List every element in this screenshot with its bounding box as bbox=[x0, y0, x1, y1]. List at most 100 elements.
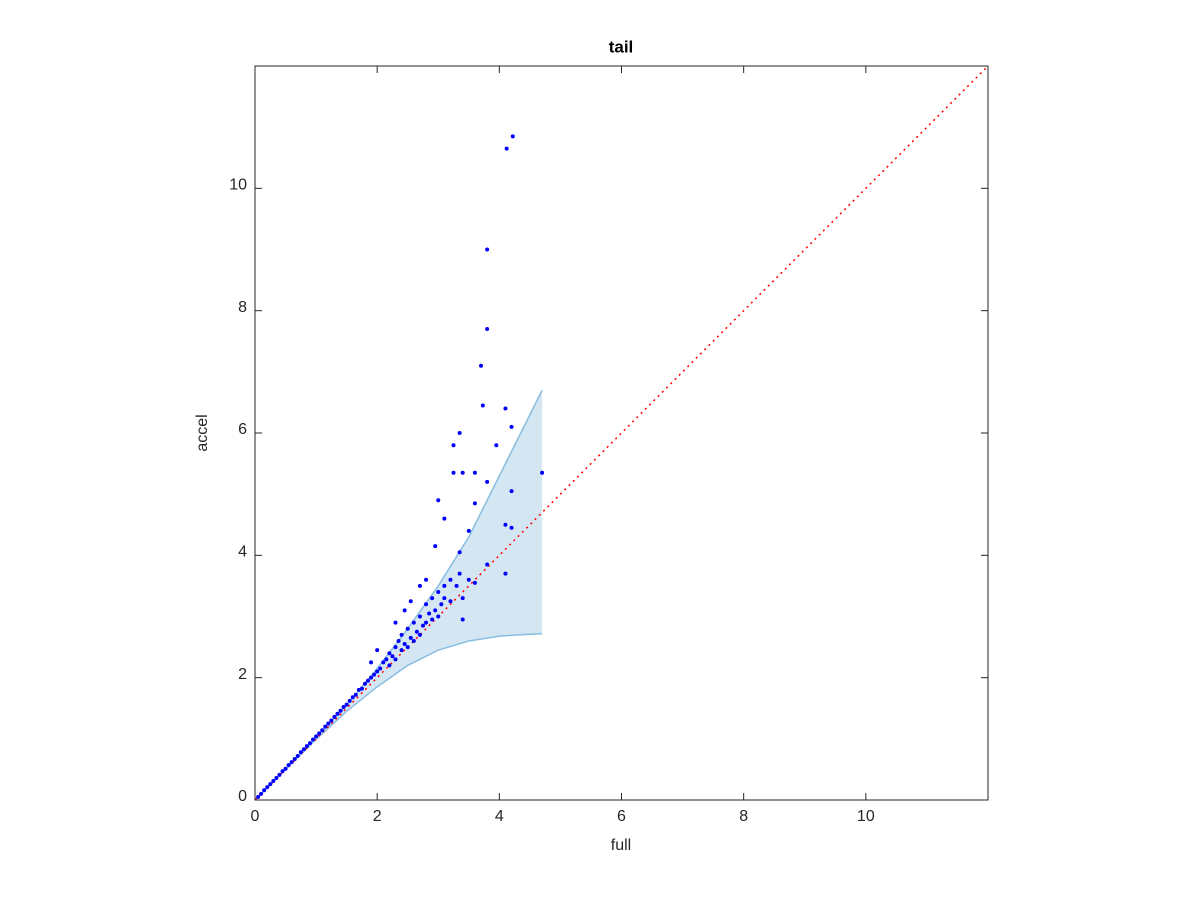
point bbox=[402, 642, 407, 647]
point bbox=[366, 678, 371, 683]
point bbox=[436, 498, 441, 503]
x-tick-label: 0 bbox=[251, 808, 260, 825]
point bbox=[265, 785, 270, 790]
point bbox=[405, 645, 410, 650]
point bbox=[414, 629, 419, 634]
point bbox=[436, 590, 441, 595]
point bbox=[430, 596, 435, 601]
band-lower bbox=[254, 632, 543, 801]
point bbox=[411, 620, 416, 625]
point bbox=[317, 731, 322, 736]
point bbox=[430, 617, 435, 622]
point bbox=[460, 596, 465, 601]
point bbox=[271, 779, 276, 784]
point bbox=[424, 620, 429, 625]
point bbox=[344, 702, 349, 707]
y-tick-label: 10 bbox=[229, 177, 247, 194]
chart-title: tail bbox=[609, 37, 634, 56]
point bbox=[323, 724, 328, 729]
point bbox=[314, 734, 319, 739]
point bbox=[472, 580, 477, 585]
y-tick-label: 8 bbox=[238, 299, 247, 316]
point bbox=[485, 327, 490, 332]
point bbox=[280, 769, 285, 774]
point bbox=[390, 654, 395, 659]
point bbox=[384, 657, 389, 662]
point bbox=[509, 489, 514, 494]
point bbox=[540, 470, 545, 475]
point bbox=[332, 714, 337, 719]
point bbox=[472, 501, 477, 506]
point bbox=[283, 766, 288, 771]
point bbox=[362, 681, 367, 686]
point bbox=[485, 479, 490, 484]
point bbox=[510, 134, 515, 139]
point bbox=[460, 470, 465, 475]
point bbox=[289, 760, 294, 765]
point bbox=[335, 711, 340, 716]
point bbox=[350, 695, 355, 700]
point bbox=[347, 698, 352, 703]
point bbox=[417, 614, 422, 619]
point bbox=[341, 705, 346, 710]
x-tick-label: 4 bbox=[495, 808, 504, 825]
point bbox=[442, 516, 447, 521]
point bbox=[417, 632, 422, 637]
point bbox=[359, 686, 364, 691]
point bbox=[304, 744, 309, 749]
point bbox=[298, 750, 303, 755]
x-tick-label: 2 bbox=[373, 808, 382, 825]
y-tick-label: 2 bbox=[238, 666, 247, 683]
point bbox=[259, 791, 264, 796]
point bbox=[393, 657, 398, 662]
point bbox=[466, 577, 471, 582]
point bbox=[295, 753, 300, 758]
point bbox=[451, 443, 456, 448]
point bbox=[277, 772, 282, 777]
point bbox=[356, 687, 361, 692]
point bbox=[311, 737, 316, 742]
point bbox=[424, 602, 429, 607]
point bbox=[399, 648, 404, 653]
band-area bbox=[255, 390, 543, 800]
point bbox=[353, 692, 358, 697]
point bbox=[479, 363, 484, 368]
y-tick-label: 4 bbox=[238, 544, 247, 561]
point bbox=[504, 146, 509, 151]
point bbox=[457, 550, 462, 555]
point bbox=[375, 669, 380, 674]
point bbox=[442, 583, 447, 588]
point bbox=[381, 660, 386, 665]
x-axis-label: full bbox=[611, 837, 631, 854]
point bbox=[466, 528, 471, 533]
point bbox=[338, 708, 343, 713]
point bbox=[439, 602, 444, 607]
point bbox=[442, 596, 447, 601]
point bbox=[509, 424, 514, 429]
point bbox=[307, 741, 312, 746]
x-tick-label: 6 bbox=[617, 808, 626, 825]
point bbox=[480, 403, 485, 408]
point bbox=[424, 577, 429, 582]
point bbox=[460, 617, 465, 622]
point bbox=[396, 638, 401, 643]
point bbox=[408, 599, 413, 604]
point bbox=[436, 614, 441, 619]
point bbox=[387, 651, 392, 656]
point bbox=[503, 406, 508, 411]
x-tick-label: 8 bbox=[739, 808, 748, 825]
point bbox=[411, 638, 416, 643]
point bbox=[433, 608, 438, 613]
point bbox=[399, 632, 404, 637]
point bbox=[326, 721, 331, 726]
y-tick-label: 6 bbox=[238, 421, 247, 438]
point bbox=[427, 611, 432, 616]
point bbox=[402, 608, 407, 613]
point bbox=[301, 747, 306, 752]
point bbox=[408, 635, 413, 640]
point bbox=[378, 666, 383, 671]
point bbox=[393, 620, 398, 625]
point bbox=[503, 522, 508, 527]
